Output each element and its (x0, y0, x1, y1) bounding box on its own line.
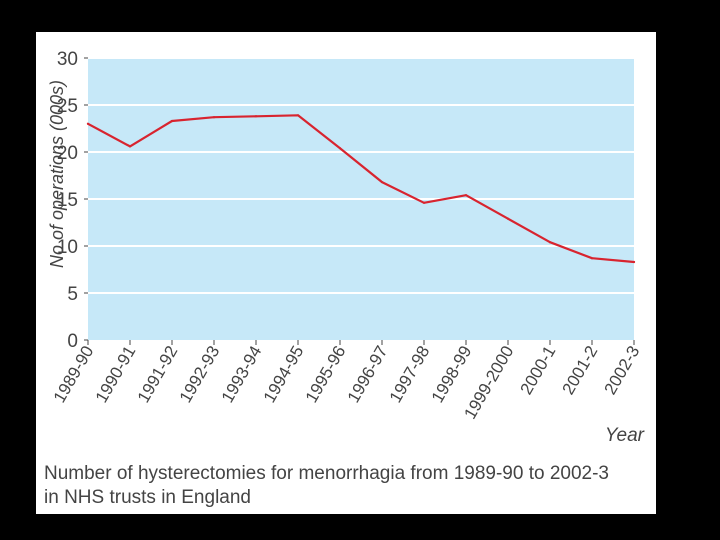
x-tick-label: 1998-99 (428, 343, 476, 407)
y-tick-label: 25 (57, 96, 78, 117)
data-point (422, 201, 426, 204)
x-axis-title: Year (605, 425, 645, 446)
data-point (254, 115, 258, 118)
data-point (590, 257, 594, 260)
x-tick-label: 1997-98 (386, 343, 434, 407)
data-point (86, 122, 90, 125)
series-line (86, 114, 636, 264)
y-tick-label: 10 (57, 237, 78, 258)
data-point (212, 116, 216, 119)
line-chart: 0 5 10 15 20 25 30 1989-901990-911991-921992-93… (47, 49, 645, 446)
x-tick-label: 1995-96 (302, 343, 350, 407)
y-tick-label: 15 (57, 190, 78, 211)
x-tick-label: 2002-3 (601, 343, 644, 398)
data-point (632, 260, 636, 264)
x-tick-label: 2001-2 (559, 343, 602, 398)
x-tick-label: 1993-94 (218, 343, 266, 407)
y-axis-title: No of operations (000s) (47, 80, 67, 268)
caption-line-2: in NHS trusts in England (44, 487, 251, 508)
x-tick-label: 1994-95 (260, 343, 308, 407)
figure-panel: 0 5 10 15 20 25 30 1989-90 1990-91 1991-92 1992-93… (36, 32, 656, 514)
y-tick-label: 20 (57, 143, 78, 164)
data-point (296, 114, 300, 117)
figure-caption: Number of hysterectomies for menorrhagia… (44, 462, 644, 510)
x-tick-label: 2000-1 (517, 343, 560, 398)
data-point (338, 147, 342, 150)
data-point (170, 119, 174, 123)
x-tick-label: 1991-92 (134, 343, 182, 407)
data-point (506, 217, 510, 220)
data-point (128, 145, 132, 148)
x-tick-label: 1989-90 (50, 343, 98, 407)
y-tick-label: 30 (57, 49, 78, 70)
x-tick-label: 1990-91 (92, 343, 140, 407)
x-tick-label: 1996-97 (344, 343, 392, 407)
x-tick-label: 1992-93 (176, 343, 224, 407)
data-point (380, 180, 384, 184)
data-point (548, 241, 552, 244)
y-tick-label: 5 (67, 284, 78, 305)
data-point (464, 194, 468, 197)
caption-line-1: Number of hysterectomies for menorrhagia… (44, 463, 609, 484)
y-tick-label: 0 (67, 331, 78, 352)
